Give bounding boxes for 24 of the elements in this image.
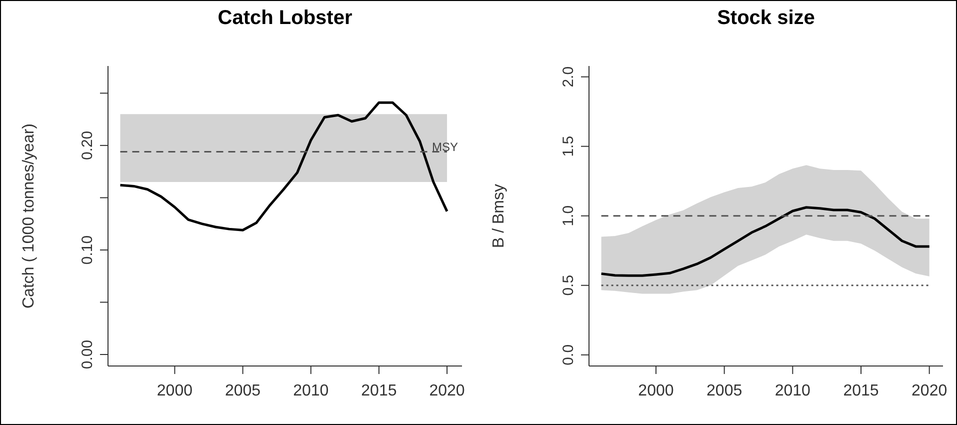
y-tick-label: 0.10 bbox=[79, 235, 96, 265]
y-tick-label: 1.5 bbox=[560, 136, 577, 157]
x-tick-label: 2015 bbox=[361, 382, 397, 400]
x-tick-label: 2015 bbox=[843, 382, 879, 400]
x-tick-label: 2020 bbox=[429, 382, 465, 400]
y-tick-label: 0.20 bbox=[79, 130, 96, 160]
y-tick-label: 0.5 bbox=[560, 274, 577, 296]
chart-title: Catch Lobster bbox=[216, 7, 354, 30]
x-tick-label: 2020 bbox=[912, 382, 948, 400]
x-tick-label: 2010 bbox=[293, 382, 329, 400]
x-tick-label: 2010 bbox=[774, 382, 811, 400]
x-tick-label: 2005 bbox=[706, 382, 742, 400]
line-series bbox=[600, 206, 931, 277]
y-axis-title: Catch ( 1000 tonnes/year) bbox=[20, 124, 38, 308]
y-tick-label: 2.0 bbox=[560, 66, 577, 88]
x-tick-label: 2005 bbox=[224, 382, 261, 400]
x-tick-label: 2000 bbox=[156, 382, 193, 400]
ref-line-label: MSY bbox=[432, 140, 458, 154]
y-tick-label: 0.0 bbox=[560, 344, 577, 366]
chart-title: Stock size bbox=[716, 7, 816, 30]
y-tick-label: 0.00 bbox=[79, 340, 96, 370]
y-tick-label: 1.0 bbox=[560, 205, 577, 226]
y-axis-title: B / Bmsy bbox=[490, 184, 508, 248]
x-tick-label: 2000 bbox=[638, 382, 674, 400]
